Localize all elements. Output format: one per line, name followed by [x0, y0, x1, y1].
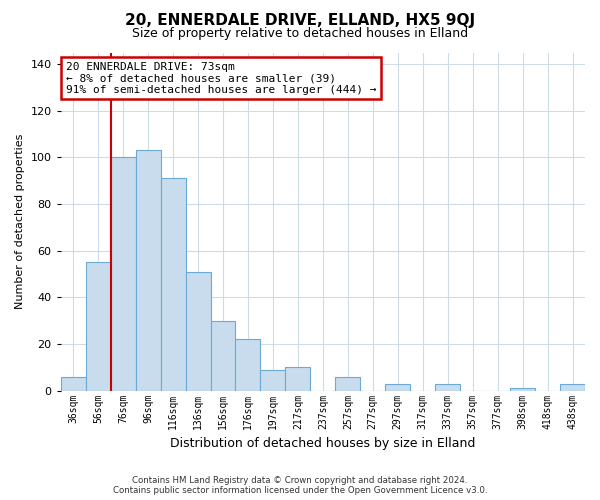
Bar [435, 384, 460, 390]
Bar [335, 376, 361, 390]
Bar [86, 262, 110, 390]
Bar [385, 384, 410, 390]
Bar [286, 368, 310, 390]
Text: Contains HM Land Registry data © Crown copyright and database right 2024.
Contai: Contains HM Land Registry data © Crown c… [113, 476, 487, 495]
Bar [211, 320, 235, 390]
Bar [235, 340, 260, 390]
Bar [185, 272, 211, 390]
X-axis label: Distribution of detached houses by size in Elland: Distribution of detached houses by size … [170, 437, 476, 450]
Bar [110, 158, 136, 390]
Text: 20, ENNERDALE DRIVE, ELLAND, HX5 9QJ: 20, ENNERDALE DRIVE, ELLAND, HX5 9QJ [125, 12, 475, 28]
Bar [161, 178, 185, 390]
Text: 20 ENNERDALE DRIVE: 73sqm
← 8% of detached houses are smaller (39)
91% of semi-d: 20 ENNERDALE DRIVE: 73sqm ← 8% of detach… [66, 62, 376, 95]
Bar [560, 384, 585, 390]
Bar [510, 388, 535, 390]
Y-axis label: Number of detached properties: Number of detached properties [15, 134, 25, 310]
Bar [260, 370, 286, 390]
Bar [136, 150, 161, 390]
Bar [61, 376, 86, 390]
Text: Size of property relative to detached houses in Elland: Size of property relative to detached ho… [132, 28, 468, 40]
